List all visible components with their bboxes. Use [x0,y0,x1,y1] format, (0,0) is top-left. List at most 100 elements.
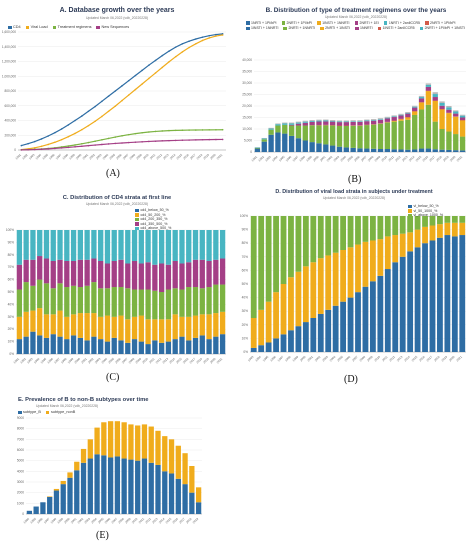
bar-segment [162,471,168,514]
bar-segment [111,316,117,338]
bar-segment [446,113,452,132]
bar-segment [98,288,104,317]
bar-segment [418,148,425,152]
bar-segment [145,319,151,345]
bar-segment [37,230,43,257]
bar-segment [84,259,90,286]
bar-segment [459,120,466,137]
x-tick-label: 2000 [63,517,71,524]
bar-segment [332,216,339,253]
chart-b-title: B. Distribution of type of treatment reg… [265,7,447,14]
x-tick-label: 2003 [83,517,91,524]
bar-segment [30,310,36,332]
bar-segment [288,124,295,126]
data-point [154,59,157,62]
x-tick-label: 2012 [144,517,152,524]
bar-segment [84,230,90,260]
x-tick-label: 2003 [94,357,102,365]
y-tick-label: 10,000 [242,127,252,131]
bar-segment [165,230,172,265]
bar-segment [57,283,63,311]
x-tick-label: 2000 [74,357,82,365]
bar-segment [302,140,308,152]
bar-segment [125,230,131,264]
bar-segment [60,480,66,485]
data-point [54,131,56,134]
legend-item: 2NRTI + 1PI/bPI + 1INSTI [419,26,465,30]
data-point [107,137,110,140]
y-tick-label: 200,000 [4,133,16,137]
legend-swatch [320,26,324,31]
bar-segment [332,305,339,352]
bar-segment [131,230,138,261]
bar-segment [429,240,436,352]
data-point [121,85,123,87]
bar-segment [432,94,438,98]
x-tick-label: 1997 [53,357,61,365]
legend-label: 1INSTI + 1NNRTI [251,26,279,31]
x-tick-label: 1991 [13,357,21,365]
data-point [94,140,96,143]
bar-segment [175,478,181,514]
bar-segment [302,216,309,267]
y-tick-label: 50% [242,282,249,286]
x-tick-label: 2001 [80,357,88,365]
bar-segment [453,110,459,112]
x-tick-label: 2010 [142,153,150,161]
bar-segment [70,230,77,261]
bar-segment [192,337,199,354]
bar-segment [98,316,104,340]
x-tick-label: 2016 [422,155,430,163]
x-tick-label: 1995 [41,153,49,161]
y-tick-label: 20% [8,327,15,331]
bar-segment [172,261,178,289]
bar-segment [432,97,438,101]
bar-segment [206,261,212,288]
legend-label: Treatment regimens [57,25,92,29]
x-tick-label: 2014 [403,355,411,363]
panel-label-c: (C) [106,372,120,383]
x-tick-label: 1998 [298,155,306,163]
bar-segment [377,239,384,276]
data-point [114,136,117,138]
x-tick-label: 1996 [285,155,293,163]
x-tick-label: 1994 [271,155,279,163]
bar-segment [414,216,421,230]
y-tick-label: 80% [242,241,249,245]
chart-b-legend: 1NRTI + 1PI/bPI 2NRTI + 1PI/bPI 1INSTI + 1… [246,21,470,30]
data-point [174,46,177,48]
bar-segment [302,121,308,123]
bar-segment [98,230,104,261]
bar-segment [141,458,148,514]
bar-segment [369,240,376,282]
x-tick-label: 1996 [46,357,54,365]
bar-segment [309,121,315,126]
bar-segment [414,247,421,352]
series-line [21,34,223,151]
legend-label: vl_below_50_% [413,204,439,208]
bar-segment [47,496,53,514]
bar-segment [131,316,138,340]
bar-segment [295,123,302,126]
x-tick-label: 2003 [321,355,329,363]
bar-segment [165,289,172,320]
bar-segment [343,147,349,152]
bar-segment [104,315,111,342]
bar-segment [182,453,188,485]
legend-swatch [408,204,412,209]
bar-segment [53,488,60,491]
y-tick-label: 8000 [17,427,24,431]
x-tick-label: 2010 [131,517,139,524]
bar-segment [261,141,267,152]
x-tick-label: 2016 [182,357,190,365]
legend-item: 1INSTI + 1NNRTI [317,21,350,25]
x-tick-label: 1994 [35,153,43,161]
x-tick-label: 1991 [251,155,259,163]
bar-segment [162,436,168,472]
y-tick-label: 30,000 [242,81,252,85]
legend-item: cd4_350_500_% [135,222,171,227]
bar-segment [213,313,219,337]
bar-segment [332,252,339,306]
bar-segment [399,256,406,352]
bar-segment [459,222,466,236]
